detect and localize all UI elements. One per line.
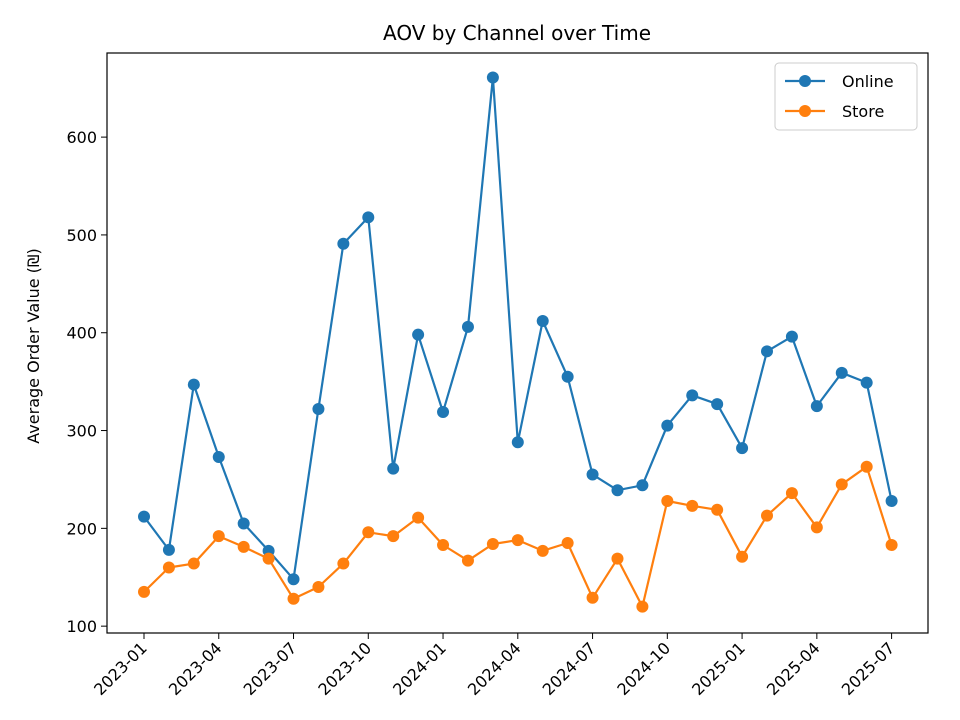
data-point-store	[860, 460, 873, 473]
x-tick-label: 2024-10	[613, 638, 674, 699]
x-tick-label: 2023-01	[90, 638, 151, 699]
data-point-online	[212, 450, 225, 463]
data-point-online	[337, 237, 350, 250]
data-point-online	[586, 468, 599, 481]
data-point-store	[586, 591, 599, 604]
data-point-store	[237, 540, 250, 553]
x-tick-label: 2024-01	[389, 638, 450, 699]
y-tick-label: 500	[66, 226, 97, 245]
x-tick-label: 2025-04	[763, 638, 824, 699]
data-point-online	[511, 436, 524, 449]
data-point-online	[611, 484, 624, 497]
data-point-store	[486, 537, 499, 550]
data-point-store	[661, 494, 674, 507]
data-point-store	[387, 530, 400, 543]
data-point-store	[885, 538, 898, 551]
data-point-online	[761, 345, 773, 358]
data-point-online	[785, 330, 798, 343]
x-tick-label: 2024-07	[539, 638, 600, 699]
data-point-online	[486, 71, 499, 84]
data-point-online	[636, 479, 649, 492]
data-point-online	[387, 462, 400, 475]
data-point-store	[262, 552, 275, 565]
data-point-store	[437, 538, 450, 551]
data-point-online	[810, 400, 823, 413]
data-point-online	[461, 320, 474, 333]
data-point-online	[536, 314, 549, 327]
data-point-online	[437, 405, 450, 418]
x-tick-label: 2025-07	[838, 638, 899, 699]
data-point-store	[362, 526, 375, 539]
legend-label-online: Online	[842, 72, 894, 91]
data-point-online	[187, 378, 200, 391]
plot-area	[138, 71, 898, 613]
data-point-store	[761, 509, 773, 522]
data-point-online	[162, 543, 175, 556]
data-point-store	[785, 487, 798, 500]
chart-title: AOV by Channel over Time	[383, 21, 651, 45]
data-point-store	[711, 503, 724, 516]
data-point-online	[835, 366, 848, 379]
data-point-store	[461, 554, 474, 567]
x-tick-label: 2023-04	[165, 638, 226, 699]
legend-marker-online	[799, 75, 811, 87]
y-tick-label: 200	[66, 519, 97, 538]
y-axis-label: Average Order Value (₪)	[24, 248, 43, 443]
data-point-store	[212, 530, 225, 543]
data-point-online	[860, 376, 873, 389]
x-tick-label: 2023-10	[314, 638, 375, 699]
data-point-store	[686, 499, 699, 512]
data-point-store	[162, 561, 175, 574]
data-point-online	[287, 573, 300, 586]
data-point-online	[711, 398, 724, 411]
legend-label-store: Store	[842, 102, 884, 121]
data-point-online	[362, 211, 375, 224]
legend-marker-store	[799, 105, 811, 117]
y-tick-label: 400	[66, 324, 97, 343]
y-tick-label: 600	[66, 128, 97, 147]
data-point-store	[736, 550, 749, 563]
data-point-store	[636, 600, 649, 613]
x-tick-label: 2023-07	[240, 638, 301, 699]
data-point-store	[536, 544, 549, 557]
data-point-online	[885, 494, 898, 507]
data-point-store	[835, 478, 848, 491]
data-point-online	[561, 370, 574, 383]
data-point-online	[237, 517, 250, 530]
data-point-store	[337, 557, 350, 570]
y-tick-label: 100	[66, 617, 97, 636]
data-point-online	[412, 328, 425, 341]
data-point-online	[661, 419, 674, 432]
data-point-store	[611, 552, 624, 565]
data-point-store	[810, 521, 823, 534]
x-tick-label: 2025-01	[688, 638, 749, 699]
data-point-store	[412, 511, 425, 524]
data-point-online	[312, 403, 325, 416]
data-point-store	[287, 592, 300, 605]
data-point-online	[686, 389, 699, 402]
data-point-store	[138, 585, 150, 598]
data-point-store	[187, 557, 200, 570]
data-point-online	[138, 510, 150, 523]
x-tick-label: 2024-04	[464, 638, 525, 699]
data-point-online	[736, 442, 749, 455]
data-point-store	[312, 581, 325, 594]
y-tick-label: 300	[66, 422, 97, 441]
data-point-store	[511, 534, 524, 547]
data-point-store	[561, 537, 574, 550]
legend: Online Store	[774, 62, 918, 131]
